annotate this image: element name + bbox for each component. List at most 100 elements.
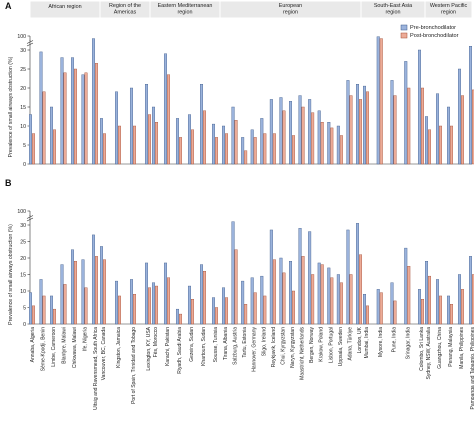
- bar-pre-bronchodilator: [231, 221, 235, 325]
- region-label: South-East Asia region: [374, 3, 412, 16]
- bar-post-bronchodilator: [147, 287, 151, 325]
- bar-post-bronchodilator: [421, 299, 425, 325]
- bar-post-bronchodilator: [42, 295, 46, 325]
- bar-pre-bronchodilator: [260, 118, 264, 165]
- bar-pre-bronchodilator: [129, 279, 133, 325]
- legend-label: Post-bronchodilator: [410, 33, 459, 39]
- bar-pre-bronchodilator: [356, 223, 360, 325]
- bar-post-bronchodilator: [253, 137, 257, 165]
- bar-post-bronchodilator: [224, 133, 228, 165]
- bar-pre-bronchodilator: [317, 110, 321, 165]
- bar-pre-bronchodilator: [289, 101, 293, 165]
- bar-post-bronchodilator: [282, 110, 286, 165]
- y-axis-title: Prevalence of small airways obstruction …: [8, 224, 14, 325]
- y-tick-label: 25: [20, 239, 26, 245]
- bar-pre-bronchodilator: [114, 280, 118, 325]
- region-header: European region: [219, 0, 362, 19]
- y-tick-label: 5: [23, 143, 26, 149]
- x-tick-label: Chikwawa, Malawi: [72, 327, 78, 368]
- y-tick-label: 0: [23, 322, 26, 328]
- bar-post-bronchodilator: [339, 282, 343, 325]
- y-tick-label: 25: [20, 67, 26, 73]
- bar-post-bronchodilator: [224, 297, 228, 325]
- bar-post-bronchodilator: [461, 289, 465, 325]
- region-label: European region: [279, 3, 302, 16]
- bar-post-bronchodilator: [166, 74, 170, 165]
- bar-pre-bronchodilator: [363, 294, 367, 325]
- bar-post-bronchodilator: [421, 87, 425, 165]
- bar-pre-bronchodilator: [469, 256, 473, 325]
- panel-b: B Prevalence of small airways obstruction…: [5, 178, 474, 410]
- bar-post-bronchodilator: [263, 295, 267, 325]
- x-tick-label: Kingston, Jamaica: [116, 327, 122, 368]
- bar-post-bronchodilator: [73, 261, 77, 325]
- bar-pre-bronchodilator: [163, 262, 167, 325]
- bar-pre-bronchodilator: [211, 297, 215, 325]
- x-tick-label: Manila, Philippines: [459, 327, 465, 369]
- bar-post-bronchodilator: [330, 127, 334, 165]
- y-tick-label: 0: [23, 162, 26, 168]
- bar-pre-bronchodilator: [317, 262, 321, 325]
- x-tick-label: Uppsala, Sweden: [338, 327, 344, 366]
- x-tick-label: Guangzhou, China: [437, 327, 443, 369]
- x-tick-label: Tirana, Albania: [223, 327, 229, 360]
- bar-pre-bronchodilator: [346, 80, 350, 165]
- y-tick-label: 30: [20, 48, 26, 54]
- y-tick-label: 10: [20, 289, 26, 295]
- x-tick-label: Salzburg, Austria: [233, 327, 239, 365]
- legend: Pre-bronchodilator Post-bronchodilator: [400, 24, 459, 39]
- panel-label: A: [5, 1, 12, 11]
- bar-post-bronchodilator: [366, 91, 370, 165]
- bar-post-bronchodilator: [428, 129, 432, 165]
- x-tick-label: Reykjavik, Iceland: [271, 327, 277, 368]
- bar-pre-bronchodilator: [279, 97, 283, 165]
- x-tick-label: Srinagar, India: [405, 327, 411, 359]
- x-tick-label: Pampanga and Tabagnio, Philippines: [470, 327, 474, 410]
- x-tick-label: Gezeira, Sudan: [189, 327, 195, 362]
- y-tick-label: 15: [20, 105, 26, 111]
- x-tick-label: Vancouver, BC, Canada: [101, 327, 107, 380]
- bar-pre-bronchodilator: [425, 116, 429, 165]
- x-tick-label: Bergen, Norway: [309, 327, 315, 363]
- bar-pre-bronchodilator: [199, 83, 203, 165]
- bar-post-bronchodilator: [244, 150, 248, 165]
- bar-post-bronchodilator: [282, 272, 286, 325]
- bar-post-bronchodilator: [407, 266, 411, 325]
- y-tick-label: 5: [23, 305, 26, 311]
- bar-post-bronchodilator: [178, 137, 182, 165]
- bar-pre-bronchodilator: [187, 285, 191, 325]
- bar-post-bronchodilator: [393, 95, 397, 165]
- bar-post-bronchodilator: [439, 125, 443, 165]
- bar-post-bronchodilator: [53, 308, 57, 325]
- bar-post-bronchodilator: [320, 264, 324, 325]
- y-tick-label: 20: [20, 86, 26, 92]
- region-box: [424, 0, 473, 19]
- bar-post-bronchodilator: [359, 254, 363, 325]
- bar-post-bronchodilator: [379, 38, 383, 165]
- bar-post-bronchodilator: [42, 91, 46, 165]
- x-tick-label: Khartoum, Sudan: [201, 327, 207, 366]
- x-tick-label: Tartu, Estonia: [242, 327, 248, 358]
- bar-pre-bronchodilator: [327, 267, 331, 325]
- bar-pre-bronchodilator: [175, 308, 179, 325]
- bar-pre-bronchodilator: [60, 264, 64, 325]
- bar-pre-bronchodilator: [363, 85, 367, 165]
- bar-pre-bronchodilator: [91, 38, 95, 165]
- x-tick-label: Krakow, Poland: [319, 327, 325, 362]
- bar-pre-bronchodilator: [231, 106, 235, 165]
- x-tick-label: London, UK: [357, 326, 363, 353]
- bar-pre-bronchodilator: [144, 83, 148, 165]
- bar-post-bronchodilator: [117, 295, 121, 325]
- bar-post-bronchodilator: [461, 95, 465, 165]
- bar-post-bronchodilator: [263, 133, 267, 165]
- bar-post-bronchodilator: [63, 72, 67, 165]
- bar-post-bronchodilator: [132, 125, 136, 165]
- axis-break-mark: [26, 215, 34, 222]
- bar-pre-bronchodilator: [447, 295, 451, 325]
- bar-pre-bronchodilator: [29, 292, 33, 325]
- x-tick-label: Sème-Kpodji, Benin: [41, 327, 47, 371]
- x-tick-label: Port of Spain, Trinidad and Tobago: [131, 327, 137, 404]
- bar-pre-bronchodilator: [436, 279, 440, 325]
- bar-pre-bronchodilator: [469, 46, 473, 165]
- x-tick-label: Riyadh, Saudi Arabia: [177, 327, 183, 374]
